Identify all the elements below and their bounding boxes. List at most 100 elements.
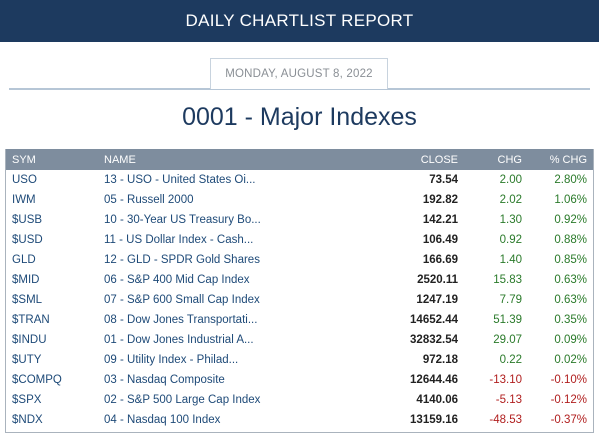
- symbol-link[interactable]: $SML: [12, 294, 43, 306]
- close-value: 192.82: [422, 194, 458, 206]
- close-value: 106.49: [422, 234, 458, 246]
- symbol-cell: IWM: [6, 190, 104, 210]
- name-link[interactable]: 13 - USO - United States Oi...: [104, 174, 256, 186]
- name-link[interactable]: 07 - S&P 600 Small Cap Index: [104, 294, 260, 306]
- pct-change-value: 2.80%: [554, 174, 587, 186]
- name-cell: 01 - Dow Jones Industrial A...: [104, 330, 364, 350]
- symbol-link[interactable]: USO: [12, 174, 37, 186]
- symbol-cell: USO: [6, 170, 104, 190]
- pct-change-value: -0.12%: [550, 394, 587, 406]
- change-value: 51.39: [493, 314, 522, 326]
- table-row[interactable]: $UTY 09 - Utility Index - Philad... 972.18…: [6, 350, 593, 370]
- name-link[interactable]: 08 - Dow Jones Transportati...: [104, 314, 258, 326]
- header-name[interactable]: NAME: [104, 153, 136, 166]
- symbol-link[interactable]: $SPX: [12, 394, 42, 406]
- symbol-link[interactable]: $NDX: [12, 414, 43, 426]
- pct-change-value: 0.02%: [554, 354, 587, 366]
- symbol-cell: $INDU: [6, 330, 104, 350]
- table-row[interactable]: USO 13 - USO - United States Oi... 73.54 2.…: [6, 170, 593, 190]
- name-cell: 02 - S&P 500 Large Cap Index: [104, 390, 364, 410]
- change-value: 1.30: [499, 214, 522, 226]
- table-row[interactable]: IWM 05 - Russell 2000 192.82 2.02 1.06%: [6, 190, 593, 210]
- table-row[interactable]: $USD 11 - US Dollar Index - Cash... 106.49…: [6, 230, 593, 250]
- symbol-cell: $MID: [6, 270, 104, 290]
- table-row[interactable]: $MID 06 - S&P 400 Mid Cap Index 2520.11 15.…: [6, 270, 593, 290]
- header-pct-chg[interactable]: % CHG: [549, 153, 587, 166]
- table-header-row: SYM NAME CLOSE CHG % CHG: [6, 149, 593, 170]
- symbol-cell: $NDX: [6, 410, 104, 430]
- name-link[interactable]: 12 - GLD - SPDR Gold Shares: [104, 254, 260, 266]
- pct-change-value: 0.09%: [554, 334, 587, 346]
- name-link[interactable]: 09 - Utility Index - Philad...: [104, 354, 239, 366]
- change-value: 7.79: [499, 294, 522, 306]
- change-value: 15.83: [493, 274, 522, 286]
- symbol-link[interactable]: GLD: [12, 254, 36, 266]
- name-cell: 12 - GLD - SPDR Gold Shares: [104, 250, 364, 270]
- change-value: 0.92: [499, 234, 522, 246]
- close-value: 972.18: [422, 354, 458, 366]
- symbol-link[interactable]: $INDU: [12, 334, 47, 346]
- name-link[interactable]: 05 - Russell 2000: [104, 194, 194, 206]
- symbol-cell: $SPX: [6, 390, 104, 410]
- table-row[interactable]: $NDX 04 - Nasdaq 100 Index 13159.16 -48.53 -…: [6, 410, 593, 430]
- pct-change-value: 0.92%: [554, 214, 587, 226]
- name-cell: 13 - USO - United States Oi...: [104, 170, 364, 190]
- name-cell: 09 - Utility Index - Philad...: [104, 350, 364, 370]
- header-chg[interactable]: CHG: [497, 153, 522, 166]
- symbol-link[interactable]: $MID: [12, 274, 40, 286]
- table-row[interactable]: $SPX 02 - S&P 500 Large Cap Index 4140.06 -…: [6, 390, 593, 410]
- name-link[interactable]: 02 - S&P 500 Large Cap Index: [104, 394, 261, 406]
- change-value: 0.22: [499, 354, 522, 366]
- name-link[interactable]: 04 - Nasdaq 100 Index: [104, 414, 221, 426]
- name-link[interactable]: 01 - Dow Jones Industrial A...: [104, 334, 254, 346]
- pct-change-value: 0.63%: [554, 294, 587, 306]
- table-row[interactable]: GLD 12 - GLD - SPDR Gold Shares 166.69 1.40…: [6, 250, 593, 270]
- name-link[interactable]: 06 - S&P 400 Mid Cap Index: [104, 274, 250, 286]
- close-value: 32832.54: [410, 334, 458, 346]
- pct-change-value: -0.10%: [550, 374, 587, 386]
- header-close[interactable]: CLOSE: [420, 153, 458, 166]
- name-cell: 06 - S&P 400 Mid Cap Index: [104, 270, 364, 290]
- table-body: USO 13 - USO - United States Oi... 73.54 2.…: [6, 170, 593, 430]
- date-divider: [9, 88, 590, 90]
- close-value: 13159.16: [410, 414, 458, 426]
- symbol-link[interactable]: $USD: [12, 234, 43, 246]
- symbol-cell: $TRAN: [6, 310, 104, 330]
- table-row[interactable]: $SML 07 - S&P 600 Small Cap Index 1247.19 7…: [6, 290, 593, 310]
- close-value: 166.69: [422, 254, 458, 266]
- chartlist-title: 0001 - Major Indexes: [182, 103, 417, 131]
- symbol-cell: GLD: [6, 250, 104, 270]
- symbol-link[interactable]: $COMPQ: [12, 374, 62, 386]
- change-value: 29.07: [493, 334, 522, 346]
- report-banner: DAILY CHARTLIST REPORT: [0, 0, 599, 42]
- name-link[interactable]: 03 - Nasdaq Composite: [104, 374, 225, 386]
- table-row[interactable]: $INDU 01 - Dow Jones Industrial A... 32832…: [6, 330, 593, 350]
- pct-change-value: -0.37%: [550, 414, 587, 426]
- symbol-link[interactable]: $UTY: [12, 354, 42, 366]
- table-row[interactable]: $COMPQ 03 - Nasdaq Composite 12644.46 -13.1…: [6, 370, 593, 390]
- symbol-link[interactable]: IWM: [12, 194, 36, 206]
- table-row[interactable]: $TRAN 08 - Dow Jones Transportati... 14652…: [6, 310, 593, 330]
- close-value: 73.54: [429, 174, 458, 186]
- close-value: 4140.06: [416, 394, 458, 406]
- pct-change-value: 1.06%: [554, 194, 587, 206]
- name-cell: 08 - Dow Jones Transportati...: [104, 310, 364, 330]
- change-value: -48.53: [489, 414, 522, 426]
- name-cell: 10 - 30-Year US Treasury Bo...: [104, 210, 364, 230]
- table-row[interactable]: $USB 10 - 30-Year US Treasury Bo... 142.21…: [6, 210, 593, 230]
- symbol-link[interactable]: $USB: [12, 214, 43, 226]
- pct-change-value: 0.63%: [554, 274, 587, 286]
- pct-change-value: 0.85%: [554, 254, 587, 266]
- header-sym[interactable]: SYM: [12, 153, 36, 166]
- symbol-cell: $SML: [6, 290, 104, 310]
- close-value: 2520.11: [417, 274, 458, 286]
- pct-change-value: 0.88%: [554, 234, 587, 246]
- index-table-container: SYM NAME CLOSE CHG % CHG USO 13 - USO - U…: [5, 149, 594, 433]
- pct-change-value: 0.35%: [554, 314, 587, 326]
- name-link[interactable]: 11 - US Dollar Index - Cash...: [104, 234, 254, 246]
- report-date: MONDAY, AUGUST 8, 2022: [210, 58, 388, 89]
- index-table: SYM NAME CLOSE CHG % CHG USO 13 - USO - U…: [6, 149, 593, 430]
- change-value: -13.10: [489, 374, 522, 386]
- symbol-link[interactable]: $TRAN: [12, 314, 50, 326]
- name-link[interactable]: 10 - 30-Year US Treasury Bo...: [104, 214, 261, 226]
